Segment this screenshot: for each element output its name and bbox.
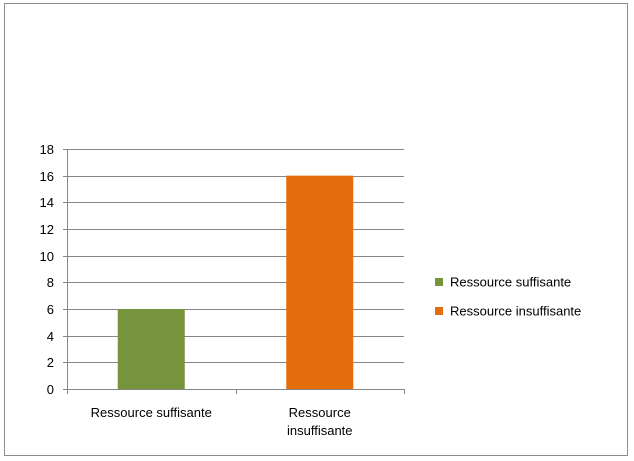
y-tick-label: 6 [47, 302, 54, 317]
legend-label: Ressource suffisante [450, 275, 571, 290]
bar-ressource-suffisante [117, 309, 185, 389]
x-category-label: Ressource suffisante [91, 405, 212, 420]
y-tick-label: 14 [40, 195, 54, 210]
legend-label: Ressource insuffisante [450, 304, 581, 319]
legend-swatch [435, 278, 443, 286]
x-category-label: Ressource insuffisante [287, 405, 353, 438]
bars [117, 175, 354, 389]
x-category-label-line: insuffisante [287, 423, 353, 438]
x-category-label-line: Ressource suffisante [91, 405, 212, 420]
y-tick-label: 18 [40, 142, 54, 157]
y-tick-label: 12 [40, 222, 54, 237]
bar-ressource-insuffisante [286, 175, 354, 389]
y-tick-label: 8 [47, 275, 54, 290]
y-tick-label: 10 [40, 249, 54, 264]
y-tick-label: 16 [40, 169, 54, 184]
y-axis-ticks: 0 2 4 6 8 10 12 14 16 18 [40, 142, 67, 397]
x-axis-labels: Ressource suffisante Ressource insuffisant… [91, 405, 353, 438]
legend: Ressource suffisante Ressource insuffisan… [435, 275, 581, 319]
y-tick-label: 4 [47, 329, 54, 344]
x-category-label-line: Ressource [289, 405, 351, 420]
y-tick-label: 2 [47, 355, 54, 370]
y-tick-label: 0 [47, 382, 54, 397]
axes [67, 149, 405, 394]
gridlines [67, 149, 404, 363]
legend-swatch [435, 307, 443, 315]
